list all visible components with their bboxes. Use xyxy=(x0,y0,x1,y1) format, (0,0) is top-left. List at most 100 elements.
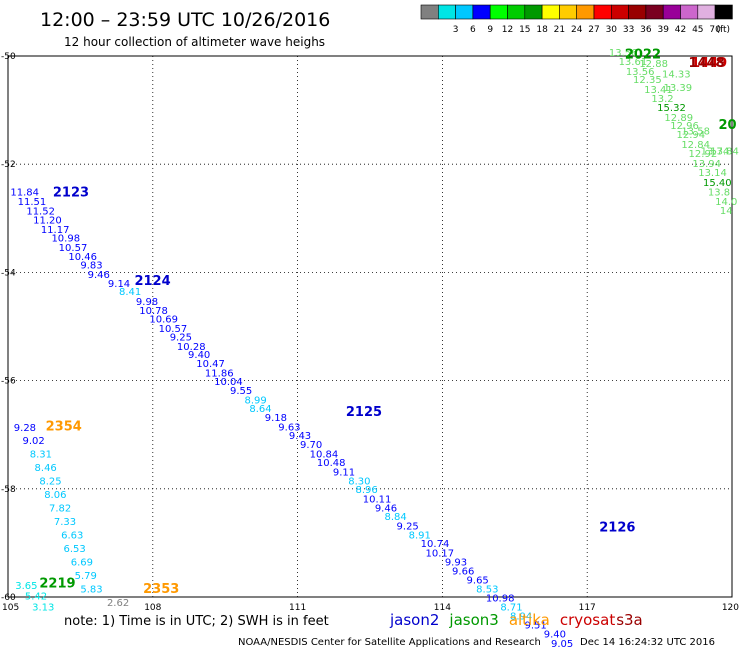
legend-unit: (ft) xyxy=(716,25,730,35)
pass-number-label: 1448 xyxy=(689,56,725,71)
wave-height-label: 7.33 xyxy=(54,517,76,528)
wave-height-label: 9.18 xyxy=(265,413,287,424)
wave-height-label: 11.84 xyxy=(10,188,39,199)
wave-height-label: 13.8 xyxy=(708,188,730,199)
wave-height-label: 8.99 xyxy=(245,395,267,406)
x-tick-label: 111 xyxy=(289,603,306,613)
legend-bin-label: 45 xyxy=(692,25,703,35)
legend-bin-label: 30 xyxy=(606,25,618,35)
satellite-name: altika xyxy=(509,611,550,629)
footer: note: 1) Time is in UTC; 2) SWH is in fe… xyxy=(64,611,715,648)
satellite-name: s3a xyxy=(616,611,643,629)
legend-bin-label: 15 xyxy=(519,25,530,35)
wave-height-label: 9.55 xyxy=(230,386,252,397)
wave-height-label: 9.66 xyxy=(452,566,474,577)
wave-height-label: 14.0 xyxy=(715,197,737,208)
pass-number-label: 2125 xyxy=(346,405,382,420)
y-tick-label: -50 xyxy=(1,52,16,62)
legend-swatch xyxy=(610,4,629,20)
legend-swatch xyxy=(593,4,612,20)
plot-frame xyxy=(7,55,733,598)
wave-height-label: 9.65 xyxy=(467,575,489,586)
y-tick-label: -56 xyxy=(1,377,16,387)
wave-height-label: 9.25 xyxy=(397,521,419,532)
satellite-name: jason2 xyxy=(389,611,439,629)
wave-height-label: 13.61 xyxy=(619,57,648,68)
y-tick-label: -54 xyxy=(1,268,16,278)
legend-bin-label: 70 xyxy=(709,25,721,35)
wave-height-label: 10.74 xyxy=(421,539,450,550)
x-tick-label: 117 xyxy=(579,603,596,613)
wave-height-label: 8.91 xyxy=(409,531,431,542)
legend-swatch xyxy=(576,4,595,20)
wave-height-label: 14 xyxy=(720,206,733,217)
legend-swatch xyxy=(628,4,647,20)
wave-height-label: 2.62 xyxy=(107,598,129,609)
x-tick-label: 114 xyxy=(434,603,451,613)
pass-number-label: 2353 xyxy=(143,582,179,597)
wave-height-label: 11.51 xyxy=(18,197,47,208)
wave-height-label: 9.98 xyxy=(136,297,158,308)
wave-height-label: 9.46 xyxy=(375,504,397,515)
legend-swatch xyxy=(524,4,543,20)
wave-height-label: 9.14 xyxy=(108,279,130,290)
wave-height-label: 8.25 xyxy=(39,476,61,487)
legend-swatch xyxy=(541,4,560,20)
pass-number-label: 2354 xyxy=(46,419,82,434)
pass-number-label: 20 xyxy=(718,118,736,133)
legend-swatch xyxy=(645,4,664,20)
pass-number-label: 2022 xyxy=(625,48,661,63)
wave-height-label: 11.86 xyxy=(205,368,234,379)
wave-height-label: 13.56 xyxy=(609,48,638,59)
wave-height-label: 11.52 xyxy=(26,207,55,218)
wave-height-label: 9.25 xyxy=(170,333,192,344)
footer-timestamp: Dec 14 16:24:32 UTC 2016 xyxy=(580,637,715,648)
wave-height-label: 10.98 xyxy=(486,593,515,604)
footer-credit: NOAA/NESDIS Center for Satellite Applica… xyxy=(238,637,541,648)
wave-height-label: 10.78 xyxy=(139,306,168,317)
wave-height-label: 9.28 xyxy=(14,423,36,434)
legend-bin-label: 27 xyxy=(588,25,599,35)
wave-height-label: 9.40 xyxy=(544,630,566,641)
legend-swatch xyxy=(472,4,491,20)
wave-height-label: 8.71 xyxy=(500,603,522,614)
pass-number-label: 2123 xyxy=(53,186,89,201)
legend-bin-label: 3 xyxy=(453,25,459,35)
wave-height-label: 12.89 xyxy=(664,113,693,124)
x-tick-label: 120 xyxy=(722,603,739,613)
color-legend: 3 6 9 12 15 18 21 24 27 30 33 36 39 42 45 70(ft) xyxy=(420,4,733,35)
legend-bin-label: 6 xyxy=(470,25,476,35)
wave-height-label: 5.83 xyxy=(80,585,102,596)
pass-number-label: 2126 xyxy=(599,521,635,536)
legend-bin-label: 21 xyxy=(554,25,565,35)
axis-tick-labels: 105 108 111 114 117 120 -50 -52 -54 -56 -58 -60 xyxy=(1,52,739,613)
wave-height-label: 10.17 xyxy=(426,548,455,559)
plot-area: 105 108 111 114 117 120 -50 -52 -54 -56 -58 -60 11.… xyxy=(1,48,739,650)
wave-height-label: 10.11 xyxy=(363,494,392,505)
wave-height-label: 11.17 xyxy=(41,225,70,236)
wave-height-label: 10.28 xyxy=(177,342,206,353)
wave-height-label: 3.65 xyxy=(15,581,37,592)
y-tick-label: -60 xyxy=(1,593,16,603)
wave-height-label: 13.74 xyxy=(701,146,730,157)
wave-height-label: 6.63 xyxy=(61,531,83,542)
legend-bin-label: 24 xyxy=(571,25,583,35)
legend-bin-label: 9 xyxy=(487,25,493,35)
wave-height-label: 10.47 xyxy=(196,359,225,370)
wave-height-label: 8.84 xyxy=(384,512,406,523)
wave-height-label: 12.35 xyxy=(633,75,662,86)
wave-height-label: 12.88 xyxy=(639,59,668,70)
wave-height-label: 10.69 xyxy=(149,315,178,326)
wave-height-label: 13.41 xyxy=(644,85,673,96)
wave-height-label: 10.98 xyxy=(51,234,80,245)
chart-title: 12:00 – 23:59 UTC 10/26/2016 xyxy=(40,9,330,31)
wave-height-label: 14.33 xyxy=(662,70,691,81)
wave-height-label: 10.48 xyxy=(317,458,346,469)
wave-height-label: 5.79 xyxy=(75,571,97,582)
legend-bin-label: 12 xyxy=(502,25,513,35)
wave-height-label: 13.58 xyxy=(681,126,710,137)
wave-height-label: 10.84 xyxy=(310,449,339,460)
wave-height-label: 6.53 xyxy=(64,544,86,555)
wave-height-label: 8.31 xyxy=(30,449,52,460)
